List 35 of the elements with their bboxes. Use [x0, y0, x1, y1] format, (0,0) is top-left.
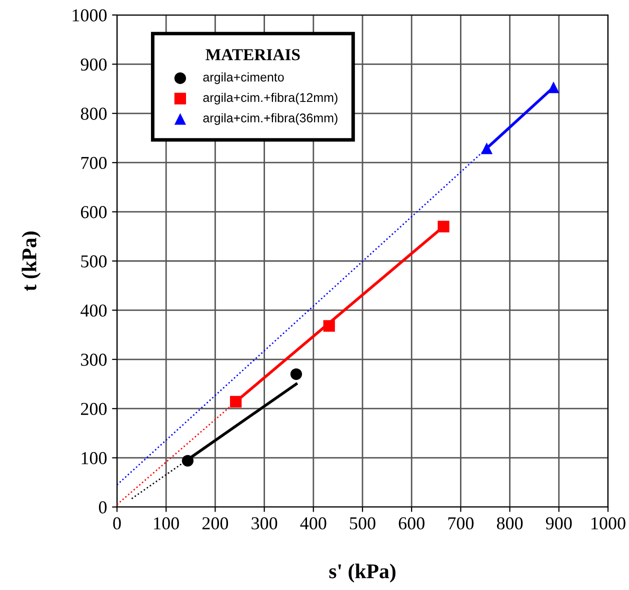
- legend-title: MATERIAIS: [206, 49, 300, 60]
- x-tick-label: 200: [202, 517, 228, 530]
- x-tick-label: 600: [398, 517, 424, 530]
- x-tick-label: 0: [113, 517, 121, 530]
- point: [438, 220, 450, 232]
- y-tick-label: 300: [81, 354, 107, 366]
- x-tick-label: 900: [546, 517, 572, 530]
- point: [290, 368, 302, 380]
- y-tick-label: 600: [80, 206, 107, 218]
- legend-label: argila+cimento: [203, 72, 284, 84]
- point: [548, 82, 560, 94]
- y-tick-label: 500: [81, 255, 107, 268]
- y-tick-label: 1000: [72, 9, 107, 22]
- x-tick-label: 300: [252, 517, 278, 530]
- x-tick-label: 800: [496, 517, 523, 530]
- point: [480, 142, 493, 154]
- x-tick-label: 400: [300, 517, 326, 530]
- legend-label: argila+cim.+fibra(36mm): [203, 113, 338, 125]
- y-tick-label: 700: [81, 156, 107, 170]
- point: [230, 396, 242, 408]
- x-axis-title: s' (kPa): [329, 564, 396, 583]
- x-tick-label: 700: [448, 517, 474, 530]
- x-tick-label: 1000: [592, 517, 626, 530]
- y-tick-label: 0: [98, 501, 107, 514]
- y-tick-label: 100: [82, 452, 107, 464]
- y-tick-label: 200: [80, 402, 107, 416]
- point: [323, 320, 335, 332]
- y-tick-label: 400: [80, 304, 107, 317]
- y-tick-label: 800: [80, 108, 107, 120]
- y-axis-title: t (kPa): [22, 232, 41, 292]
- point: [182, 454, 194, 467]
- y-tick-label: 900: [80, 58, 107, 71]
- legend-label: argila+cim.+fibra(12mm): [203, 92, 338, 104]
- x-tick-label: 500: [350, 517, 376, 530]
- x-tick-label: 100: [154, 517, 179, 530]
